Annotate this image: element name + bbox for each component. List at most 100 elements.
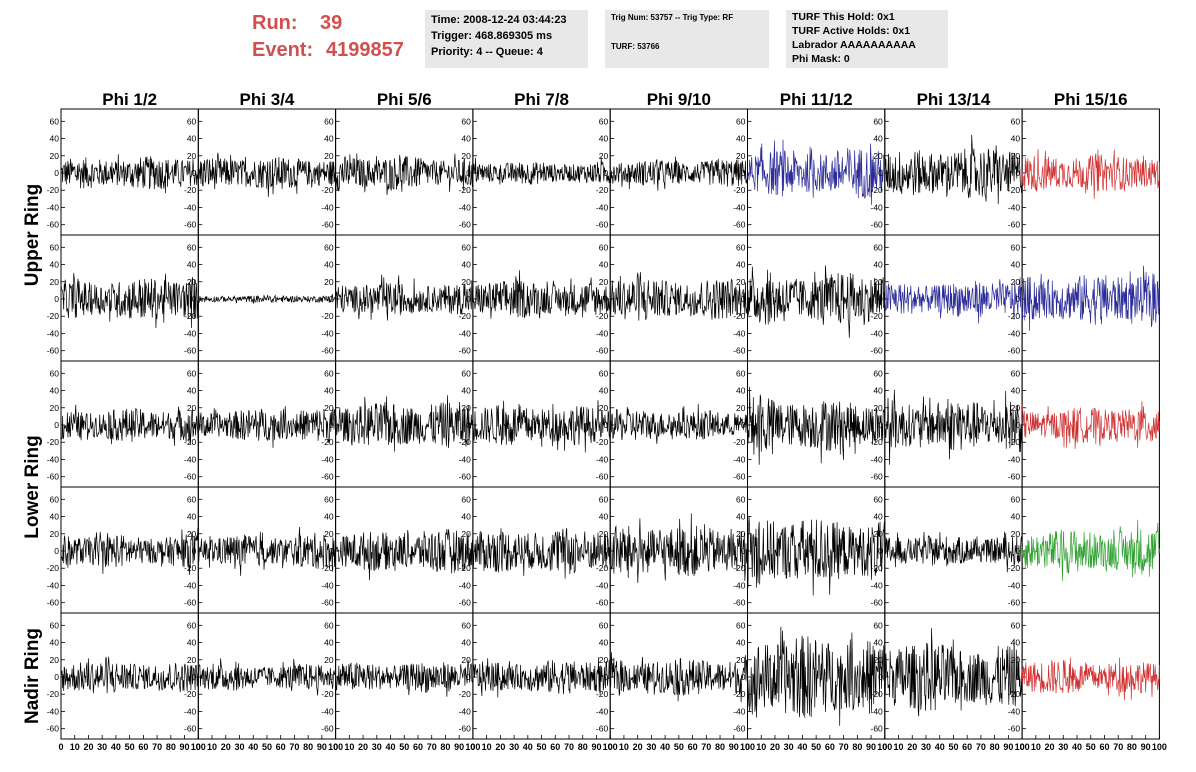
panel-frame — [472, 234, 611, 362]
y-tick-label: 40 — [873, 134, 883, 144]
waveform-panel: -60 -40 -20 0 20 40 60 — [871, 108, 1023, 236]
waveform-panel: -60 -40 -20 0 20 40 60 — [733, 486, 886, 614]
y-tick-label: -60 — [459, 220, 472, 230]
waveform-panel: -60 -40 -20 0 20 40 60 — [47, 108, 199, 236]
y-tick-label: 20 — [187, 529, 197, 539]
y-tick-label: 60 — [736, 368, 746, 378]
x-tick-label: 40 — [1072, 742, 1082, 752]
waveform-panel: -60 -40 -20 0 20 40 60 — [321, 234, 474, 362]
waveform-panel: -60 -40 -20 0 20 40 60 — [871, 612, 1023, 740]
waveform-panel: -60 -40 -20 0 20 40 60 — [596, 108, 749, 236]
y-tick-label: -20 — [459, 185, 472, 195]
column-header: Phi 3/4 — [240, 90, 295, 109]
y-tick-label: -60 — [733, 724, 746, 734]
y-tick-label: -20 — [47, 563, 60, 573]
x-tick-label: 30 — [234, 742, 244, 752]
waveform-trace — [1021, 657, 1160, 701]
waveform-panel: -60 -40 -20 0 20 40 60 — [459, 612, 611, 740]
y-tick-label: -60 — [321, 724, 334, 734]
row-label: Upper Ring — [22, 184, 43, 286]
x-tick-label: 40 — [248, 742, 258, 752]
panel-frame — [609, 486, 749, 614]
waveform-panel: -60 -40 -20 0 20 40 60 — [459, 360, 611, 488]
y-tick-label: -20 — [733, 311, 746, 321]
x-tick-label: 40 — [523, 742, 533, 752]
waveform-panel: -60 -40 -20 0 20 40 60 — [184, 360, 337, 488]
y-tick-label: 60 — [873, 620, 883, 630]
y-tick-label: -40 — [184, 454, 197, 464]
y-tick-label: -40 — [321, 580, 334, 590]
waveform-panel: -60 -40 -20 0 20 40 60 — [321, 612, 474, 740]
waveform-panel: -60 -40 -20 0 20 40 60 — [459, 234, 611, 362]
y-tick-label: 0 — [466, 294, 471, 304]
y-tick-label: 20 — [736, 655, 746, 665]
x-tick-label: 0 — [470, 742, 475, 752]
time-line: Time: 2008-12-24 03:44:23 — [431, 14, 567, 26]
y-tick-label: 60 — [1011, 368, 1021, 378]
waveform-panel: -60 -40 -20 0 20 40 60 — [733, 612, 886, 740]
waveform-panel: -60 -40 -20 0 20 40 60 — [321, 108, 474, 236]
y-tick-label: 40 — [1011, 512, 1021, 522]
y-tick-label: -20 — [321, 563, 334, 573]
x-tick-label: 50 — [537, 742, 547, 752]
x-tick-label: 100 — [328, 742, 343, 752]
waveform-panel: -60 -40 -20 0 20 40 60 — [184, 108, 337, 236]
x-tick-label: 80 — [852, 742, 862, 752]
x-tick-label: 50 — [262, 742, 272, 752]
waveform-trace — [884, 628, 1023, 717]
waveform-trace — [884, 134, 1023, 205]
x-tick-label: 60 — [550, 742, 560, 752]
y-tick-label: 0 — [192, 294, 197, 304]
waveform-trace — [1021, 149, 1160, 199]
x-tick-label: 80 — [166, 742, 176, 752]
trig-info-box: Trig Num: 53757 -- Trig Type: RF TURF: 5… — [605, 10, 769, 68]
y-tick-label: -40 — [459, 580, 472, 590]
y-tick-label: 40 — [461, 386, 471, 396]
waveform-trace — [609, 652, 748, 703]
y-tick-label: 0 — [54, 420, 59, 430]
y-tick-label: -20 — [871, 185, 884, 195]
y-tick-label: 20 — [873, 655, 883, 665]
x-tick-label: 90 — [1003, 742, 1013, 752]
waveform-panel: -60 -40 -20 0 20 40 60 — [47, 612, 199, 740]
y-tick-label: 0 — [1015, 672, 1020, 682]
y-tick-label: -60 — [47, 472, 60, 482]
trig-num-line: Trig Num: 53757 -- Trig Type: RF — [611, 13, 734, 22]
y-tick-label: 40 — [736, 638, 746, 648]
x-tick-label: 80 — [715, 742, 725, 752]
x-tick-label: 90 — [454, 742, 464, 752]
y-tick-label: 60 — [50, 368, 60, 378]
y-tick-label: -60 — [184, 346, 197, 356]
y-tick-label: 0 — [603, 546, 608, 556]
waveform-panel: -60 -40 -20 0 20 40 60 — [1008, 234, 1160, 362]
y-tick-label: 40 — [461, 512, 471, 522]
x-tick-label: 50 — [1086, 742, 1096, 752]
waveform-trace — [335, 660, 474, 697]
y-tick-label: 40 — [873, 512, 883, 522]
y-tick-label: 60 — [187, 494, 197, 504]
y-tick-label: 20 — [461, 529, 471, 539]
y-tick-label: 0 — [54, 294, 59, 304]
y-tick-label: 20 — [324, 529, 334, 539]
y-tick-label: -40 — [733, 328, 746, 338]
x-tick-label: 50 — [399, 742, 409, 752]
y-tick-label: 0 — [466, 420, 471, 430]
waveform-panel: -60 -40 -20 0 20 40 60 — [733, 360, 886, 488]
x-tick-label: 0 — [196, 742, 201, 752]
waveform-grid: Phi 1/2 Phi 3/4 Phi 5/6 Phi 7/8 Phi 9/10 Phi … — [22, 90, 1167, 752]
y-tick-label: 40 — [1011, 260, 1021, 270]
x-tick-label: 100 — [877, 742, 892, 752]
row-label: Lower Ring — [22, 435, 43, 538]
waveform-panel: -60 -40 -20 0 20 40 60 — [733, 108, 886, 236]
x-tick-label: 10 — [482, 742, 492, 752]
waveform-trace — [197, 526, 336, 576]
y-tick-label: -60 — [1008, 598, 1021, 608]
x-tick-label: 30 — [97, 742, 107, 752]
y-tick-label: 20 — [461, 277, 471, 287]
y-tick-label: -20 — [321, 437, 334, 447]
run-label: Run: — [252, 12, 298, 34]
y-tick-label: -60 — [184, 724, 197, 734]
x-tick-label: 10 — [207, 742, 217, 752]
y-tick-label: -40 — [1008, 328, 1021, 338]
x-tick-label: 90 — [180, 742, 190, 752]
